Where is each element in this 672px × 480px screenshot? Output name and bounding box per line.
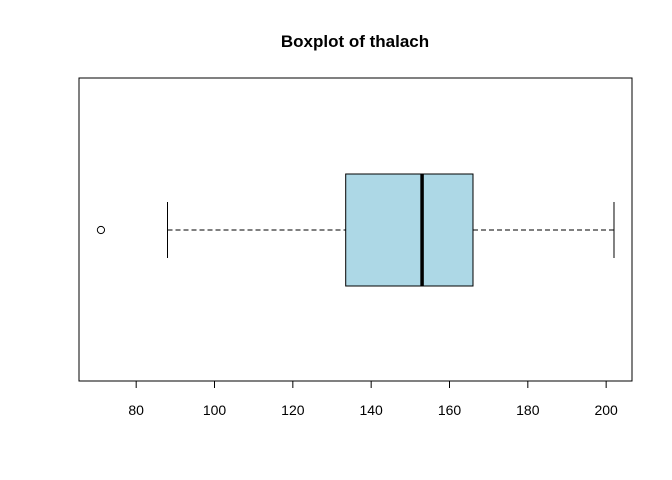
plot-marks [96, 173, 615, 287]
x-tick-label: 80 [128, 402, 144, 418]
iqr-box [345, 173, 474, 287]
outlier-point [96, 225, 106, 235]
x-tick-label: 120 [281, 402, 305, 418]
x-tick-label: 160 [438, 402, 462, 418]
x-tick-label: 180 [516, 402, 540, 418]
x-axis: 80 100 120 140 160 180 200 [128, 380, 618, 418]
chart-title: Boxplot of thalach [281, 32, 429, 51]
x-tick-label: 100 [203, 402, 227, 418]
x-tick-label: 200 [594, 402, 618, 418]
x-tick-label: 140 [359, 402, 383, 418]
